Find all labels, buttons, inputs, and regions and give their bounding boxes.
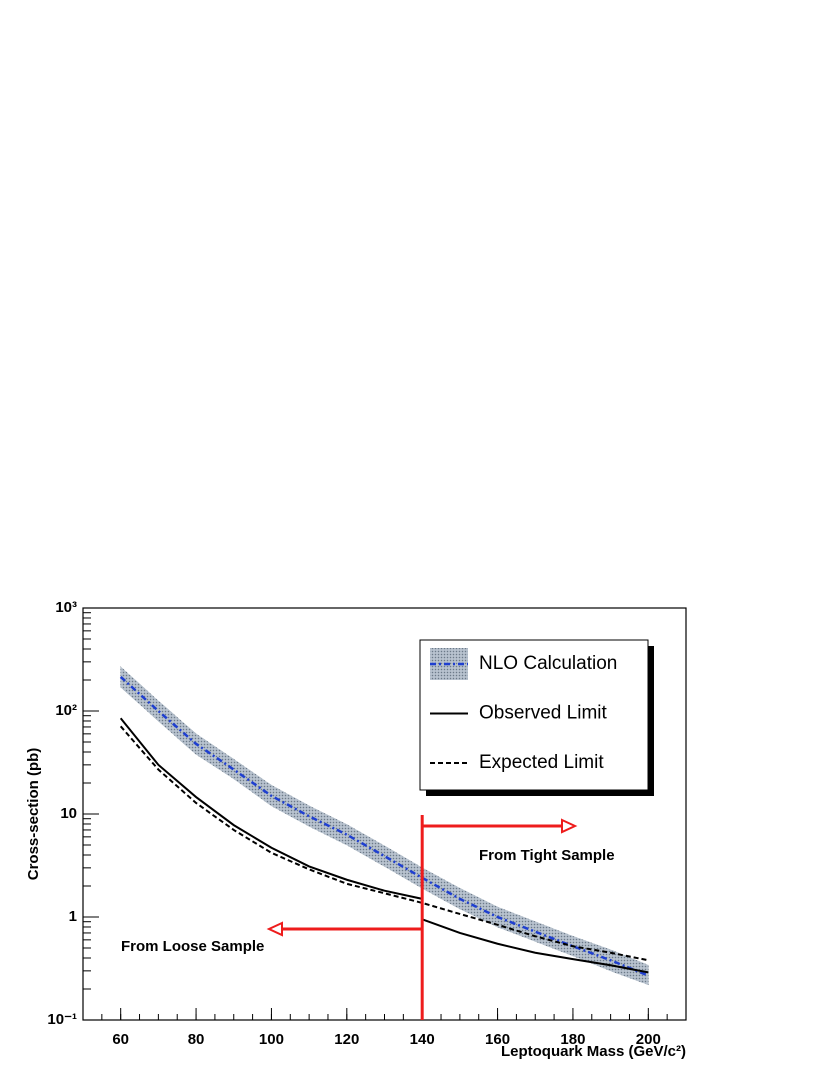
y-tick-label: 10: [60, 805, 77, 822]
series-line: [119, 725, 649, 962]
x-tick-label: 140: [410, 1031, 435, 1048]
x-tick-label: 200: [636, 1031, 661, 1048]
x-tick-label: 120: [334, 1031, 359, 1048]
nlo-band: [459, 887, 498, 928]
plot-area: [119, 666, 649, 986]
x-axis-title: Leptoquark Mass (GeV/c²): [501, 1043, 686, 1060]
y-axis-title: Cross-section (pb): [25, 748, 42, 881]
nlo-band: [497, 906, 536, 942]
x-tick-label: 100: [259, 1031, 284, 1048]
nlo-band: [384, 845, 423, 889]
y-tick-label: 10⁻¹: [47, 1011, 77, 1028]
arrow-head: [266, 921, 283, 937]
series-line: [119, 717, 649, 974]
y-tick-label: 10²: [55, 702, 77, 719]
x-tick-label: 160: [485, 1031, 510, 1048]
x-tick-label: 80: [188, 1031, 205, 1048]
legend-label: Expected Limit: [479, 752, 604, 773]
annotation: From Loose Sample: [121, 938, 264, 955]
nlo-band: [421, 867, 461, 910]
y-tick-label: 1: [69, 908, 77, 925]
nlo-band: [195, 733, 235, 780]
series-line: [119, 676, 649, 977]
arrow-head: [561, 818, 578, 834]
y-tick-label: 10³: [55, 599, 77, 616]
legend-label: NLO Calculation: [479, 653, 617, 674]
legend-label: Observed Limit: [479, 703, 607, 724]
x-tick-label: 180: [560, 1031, 585, 1048]
nlo-band: [120, 666, 159, 722]
x-tick-label: 60: [112, 1031, 129, 1048]
annotation: From Tight Sample: [479, 847, 615, 864]
